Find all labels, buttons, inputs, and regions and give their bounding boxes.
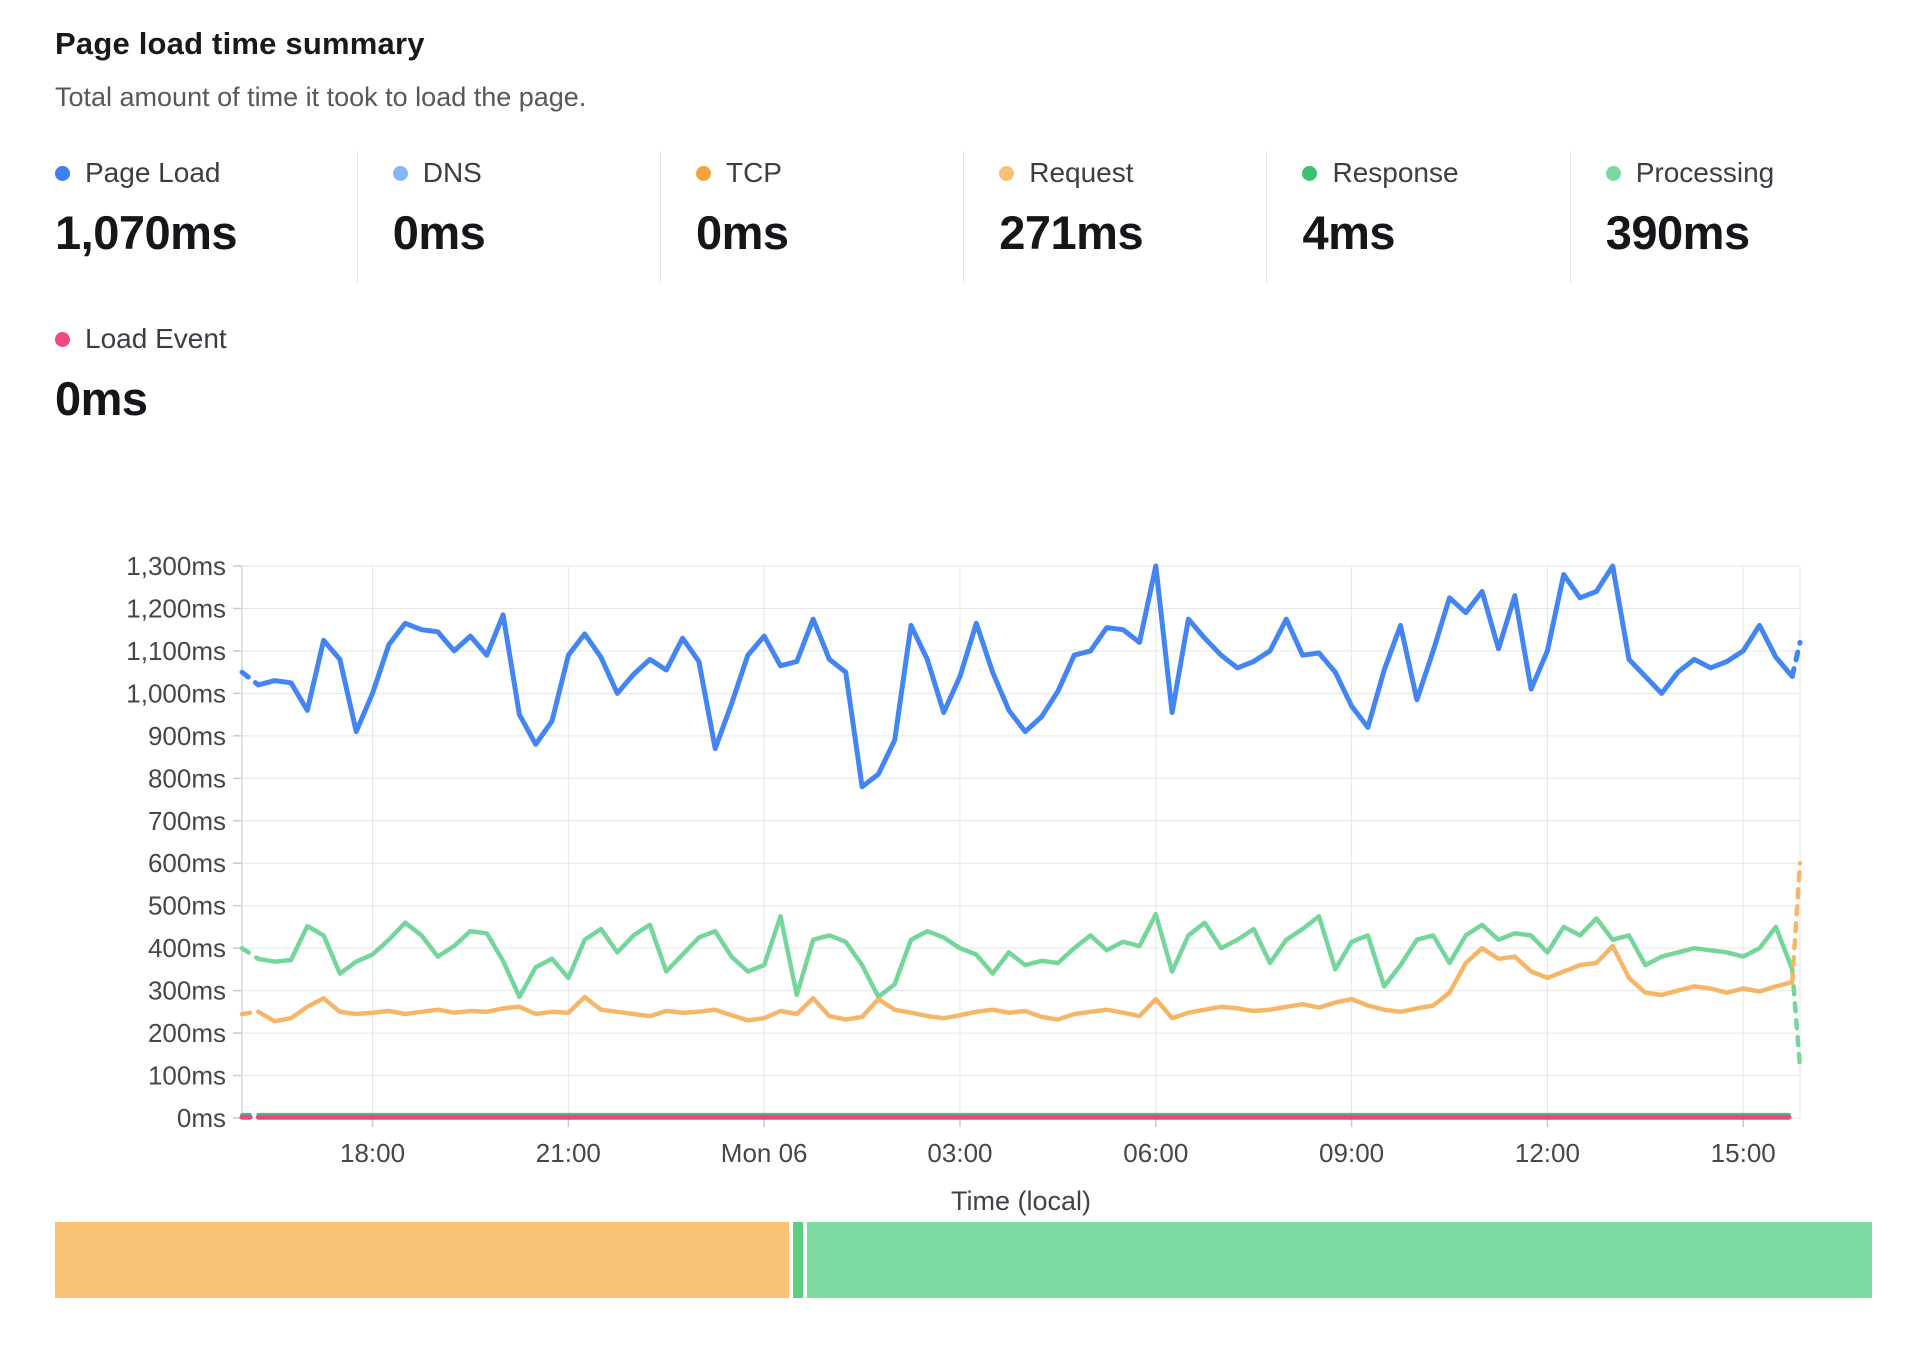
processing-dot-icon (1605, 165, 1621, 181)
response-dot-icon (1302, 165, 1318, 181)
load-time-ratio-bar (55, 1222, 1873, 1298)
x-tick-label: Mon 06 (721, 1138, 808, 1168)
y-tick-label: 500ms (148, 891, 226, 921)
y-tick-label: 1,000ms (126, 678, 226, 708)
stat-processing: Processing 390ms (1569, 151, 1873, 283)
stat-dns: DNS 0ms (356, 151, 660, 283)
line (256, 911, 1795, 1000)
request-dot-icon (999, 165, 1015, 181)
stat-label: Page Load (85, 157, 221, 188)
series-request (239, 860, 1803, 1024)
y-tick-label: 700ms (148, 806, 226, 836)
y-tick-label: 0ms (177, 1103, 226, 1133)
stat-value: 1,070ms (55, 206, 238, 259)
x-tick-label: 06:00 (1123, 1138, 1188, 1168)
ratio-bar-request-segment (55, 1222, 790, 1298)
page-load-dot-icon (55, 165, 70, 181)
x-axis-title: Time (local) (951, 1186, 1091, 1216)
y-grid: 0ms 100ms 200ms 300ms 400ms 500ms 600ms 700ms 80… (126, 551, 1800, 1133)
stat-label: Load Event (85, 323, 227, 354)
stat-value: 0ms (392, 206, 486, 259)
stat-value: 0ms (695, 206, 789, 259)
stat-response: Response 4ms (1266, 151, 1569, 283)
x-tick-label: 18:00 (340, 1138, 405, 1168)
x-tick-label: 03:00 (927, 1138, 992, 1168)
stat-label: Request (1029, 157, 1134, 188)
stat-load-event: Load Event 0ms (55, 317, 370, 449)
y-tick-label: 600ms (148, 848, 226, 878)
y-tick-label: 100ms (148, 1061, 226, 1091)
page-load-time-chart[interactable]: 0ms 100ms 200ms 300ms 400ms 500ms 600ms 700ms 80… (0, 498, 1910, 1222)
x-tick-label: 12:00 (1515, 1138, 1580, 1168)
page-subtitle: Total amount of time it took to load the… (55, 82, 587, 112)
tail-dash (1789, 639, 1803, 679)
tcp-dot-icon (695, 165, 711, 181)
stat-label: TCP (725, 157, 782, 188)
y-tick-label: 1,300ms (126, 551, 226, 581)
y-tick-label: 200ms (148, 1018, 226, 1048)
dns-dot-icon (392, 165, 408, 181)
stats-row-2: Load Event 0ms (55, 317, 1873, 449)
x-tick-label: 21:00 (536, 1138, 601, 1168)
y-tick-label: 1,200ms (126, 593, 226, 623)
stat-page-load: Page Load 1,070ms (55, 151, 357, 283)
stat-label: DNS (422, 157, 482, 188)
stat-label: Processing (1635, 157, 1775, 188)
y-tick-label: 300ms (148, 976, 226, 1006)
ratio-bar-processing-segment (806, 1222, 1872, 1298)
lead-dash (239, 669, 261, 688)
y-tick-label: 900ms (148, 721, 226, 751)
tail-dash (1789, 967, 1803, 1070)
stat-value: 271ms (999, 206, 1144, 259)
x-grid: 18:00 21:00 Mon 06 03:00 06:00 09:00 12:00 15:0… (241, 566, 1801, 1168)
y-tick-label: 800ms (148, 763, 226, 793)
stat-tcp: TCP 0ms (659, 151, 963, 283)
line (256, 943, 1795, 1024)
line (255, 563, 1795, 790)
y-tick-label: 400ms (148, 933, 226, 963)
stat-value: 4ms (1302, 206, 1396, 259)
stat-value: 390ms (1605, 206, 1750, 259)
series-processing (239, 911, 1803, 1070)
stat-label: Response (1332, 157, 1459, 188)
lead-dash (239, 1009, 261, 1017)
ratio-bar-divider-segment (793, 1222, 803, 1298)
series-page-load (239, 563, 1803, 790)
load-event-dot-icon (55, 331, 70, 347)
y-tick-label: 1,100ms (126, 636, 226, 666)
x-tick-label: 15:00 (1711, 1138, 1776, 1168)
lead-dash (239, 945, 261, 962)
tail-dash (1789, 860, 1803, 985)
page-load-summary-panel: Page load time summary Total amount of t… (0, 0, 1910, 449)
stats-row: Page Load 1,070ms DNS 0ms TCP 0ms Reques… (55, 151, 1873, 283)
stat-value: 0ms (55, 372, 148, 425)
stat-request: Request 271ms (963, 151, 1266, 283)
x-tick-label: 09:00 (1319, 1138, 1384, 1168)
page-title: Page load time summary (55, 26, 425, 61)
